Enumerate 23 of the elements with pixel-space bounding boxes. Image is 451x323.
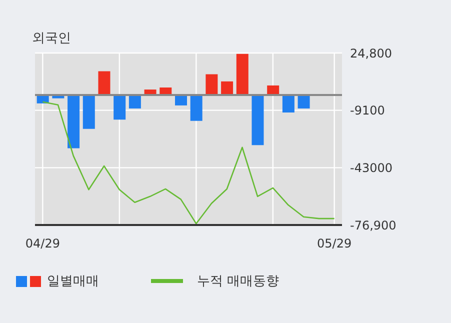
- bar: [190, 94, 202, 121]
- legend-label: 누적 매매동향: [197, 273, 280, 290]
- bar: [236, 54, 248, 95]
- legend-label: 일별매매: [47, 273, 99, 290]
- y-tick-label: -76,900: [350, 218, 396, 232]
- x-tick-label: 04/29: [25, 236, 60, 251]
- bar: [174, 94, 187, 106]
- bar: [298, 94, 310, 108]
- bar: [221, 81, 234, 95]
- bar: [68, 94, 80, 148]
- bar: [252, 94, 264, 146]
- chart-title: 외국인: [32, 30, 71, 47]
- line-series: [42, 101, 335, 224]
- bar: [98, 71, 110, 95]
- bar: [114, 94, 126, 120]
- x-tick-label: 05/29: [317, 236, 352, 251]
- bar: [206, 74, 218, 95]
- y-tick-label: 24,800: [350, 46, 392, 60]
- bar: [82, 94, 95, 129]
- bar: [282, 94, 294, 113]
- y-tick-label: -43000: [350, 160, 393, 175]
- bar: [128, 94, 141, 108]
- y-tick-label: -9100: [350, 104, 385, 118]
